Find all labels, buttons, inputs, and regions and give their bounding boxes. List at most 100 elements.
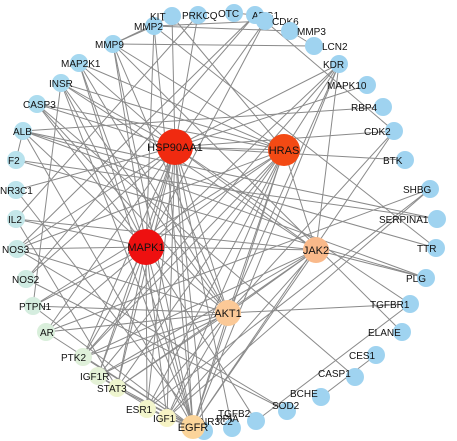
node-nos2[interactable]: NOS2 bbox=[12, 270, 40, 288]
edge-hsp90aa1-tgfbr1 bbox=[174, 146, 411, 305]
node-esr1[interactable]: ESR1 bbox=[126, 400, 156, 418]
edge-mapk1-alb bbox=[22, 130, 147, 248]
node-circle bbox=[7, 210, 25, 228]
node-circle bbox=[14, 122, 32, 140]
node-circle bbox=[74, 348, 92, 366]
node-casp3[interactable]: CASP3 bbox=[23, 95, 56, 113]
edge-hsp90aa1-map2k1 bbox=[78, 62, 176, 148]
edge-f2-plg bbox=[15, 159, 427, 279]
edge-alb-plg bbox=[22, 130, 427, 279]
node-nr3c1[interactable]: NR3C1 bbox=[0, 181, 33, 199]
edge-egfr-alb bbox=[22, 130, 194, 428]
node-tgfbr1[interactable]: TGFBR1 bbox=[370, 295, 419, 313]
edge-egfr-kdr bbox=[192, 63, 340, 428]
node-jak2[interactable]: JAK2 bbox=[303, 237, 329, 263]
node-igf1r[interactable]: IGF1R bbox=[80, 367, 109, 385]
node-label: NOS3 bbox=[2, 245, 30, 256]
node-alb[interactable]: ALB bbox=[13, 122, 32, 140]
node-label: ESR1 bbox=[126, 405, 153, 416]
node-shbg[interactable]: SHBG bbox=[403, 180, 439, 198]
node-circle bbox=[312, 388, 330, 406]
node-mapk1[interactable]: MAPK1 bbox=[127, 229, 165, 265]
node-bche[interactable]: BCHE bbox=[290, 388, 330, 406]
node-circle bbox=[374, 98, 392, 116]
node-label: CDK6 bbox=[272, 17, 299, 28]
node-label: EGFR bbox=[178, 422, 209, 434]
node-circle bbox=[89, 367, 107, 385]
node-il2[interactable]: IL2 bbox=[7, 210, 25, 228]
node-ar[interactable]: AR bbox=[37, 323, 55, 341]
edge-mmp2-cdk6 bbox=[153, 20, 266, 27]
node-mmp3[interactable]: MMP3 bbox=[281, 22, 326, 40]
node-elane[interactable]: ELANE bbox=[368, 323, 411, 341]
node-label: NR3C1 bbox=[0, 186, 33, 197]
node-sod2[interactable]: SOD2 bbox=[272, 401, 300, 420]
node-label: PTPN1 bbox=[19, 302, 52, 313]
node-f2[interactable]: F2 bbox=[7, 151, 25, 169]
node-igf1[interactable]: IGF1 bbox=[153, 409, 176, 427]
edge-akt1-cdk2 bbox=[227, 130, 395, 314]
node-serpina1[interactable]: SERPINA1 bbox=[379, 210, 446, 228]
node-label: SOD2 bbox=[272, 401, 300, 412]
node-otc[interactable]: OTC bbox=[218, 4, 243, 22]
node-label: CES1 bbox=[349, 351, 376, 362]
edge-hras-insr bbox=[60, 82, 285, 151]
node-label: AR bbox=[40, 328, 54, 339]
node-circle bbox=[303, 237, 329, 263]
node-mmp9[interactable]: MMP9 bbox=[95, 35, 124, 53]
node-nos3[interactable]: NOS3 bbox=[2, 240, 30, 258]
edge-prkcq-il2 bbox=[15, 14, 199, 220]
node-ptpn1[interactable]: PTPN1 bbox=[19, 297, 52, 315]
edge-akt1-casp3 bbox=[36, 103, 229, 314]
edge-egfr-insr bbox=[60, 82, 194, 428]
node-plg[interactable]: PLG bbox=[406, 269, 435, 287]
node-kdr[interactable]: KDR bbox=[323, 55, 348, 73]
edge-hsp90aa1-jak2 bbox=[174, 146, 317, 251]
node-prkcq[interactable]: PRKCQ bbox=[182, 6, 218, 24]
node-hsp90aa1[interactable]: HSP90AA1 bbox=[147, 129, 203, 165]
edge-akt1-ptpn1 bbox=[32, 305, 229, 314]
node-circle bbox=[181, 415, 205, 439]
node-hras[interactable]: HRAS bbox=[268, 134, 300, 166]
edge-hsp90aa1-insr bbox=[60, 82, 176, 148]
edge-hras-mapk1 bbox=[145, 149, 285, 248]
node-kit[interactable]: KIT bbox=[150, 7, 181, 25]
node-circle bbox=[401, 295, 419, 313]
node-insr[interactable]: INSR bbox=[49, 74, 73, 92]
edge-mapk1-mmp9 bbox=[112, 43, 147, 248]
node-circle bbox=[28, 95, 46, 113]
node-label: IGF1R bbox=[80, 372, 109, 383]
node-stat3[interactable]: STAT3 bbox=[97, 379, 127, 397]
node-circle bbox=[281, 22, 299, 40]
node-ttr[interactable]: TTR bbox=[417, 239, 445, 257]
node-casp1[interactable]: CASP1 bbox=[318, 368, 364, 386]
node-label: IGF1 bbox=[153, 414, 176, 425]
node-ppia[interactable]: PPIA bbox=[216, 414, 241, 437]
node-cdk6[interactable]: CDK6 bbox=[256, 12, 299, 30]
node-egfr[interactable]: EGFR bbox=[178, 415, 209, 439]
edge-arg1-nos3 bbox=[16, 14, 256, 250]
node-akt1[interactable]: AKT1 bbox=[214, 300, 242, 326]
node-lcn2[interactable]: LCN2 bbox=[305, 37, 348, 55]
node-ptk2[interactable]: PTK2 bbox=[61, 348, 92, 366]
edge-ar-shbg bbox=[45, 188, 431, 333]
node-rbp4[interactable]: RBP4 bbox=[351, 98, 392, 116]
node-mmp2[interactable]: MMP2 bbox=[134, 17, 163, 35]
node-map2k1[interactable]: MAP2K1 bbox=[61, 54, 101, 72]
node-cdk2[interactable]: CDK2 bbox=[364, 122, 403, 140]
node-label: MMP3 bbox=[297, 27, 326, 38]
node-tgfb2[interactable]: TGFB2 bbox=[218, 409, 265, 430]
edge-arg1-nos2 bbox=[25, 14, 256, 280]
node-label: MMP2 bbox=[134, 22, 163, 33]
edge-hsp90aa1-cdk6 bbox=[174, 20, 266, 148]
node-circle bbox=[305, 37, 323, 55]
node-label: TGFBR1 bbox=[370, 300, 410, 311]
edge-akt1-ptk2 bbox=[82, 312, 229, 358]
edge-mmp9-lcn2 bbox=[112, 43, 315, 47]
node-mapk10[interactable]: MAPK10 bbox=[327, 76, 376, 94]
node-ces1[interactable]: CES1 bbox=[349, 346, 385, 364]
node-circle bbox=[396, 151, 414, 169]
node-btk[interactable]: BTK bbox=[383, 151, 414, 169]
node-label: HSP90AA1 bbox=[147, 142, 203, 154]
node-label: BTK bbox=[383, 156, 403, 167]
